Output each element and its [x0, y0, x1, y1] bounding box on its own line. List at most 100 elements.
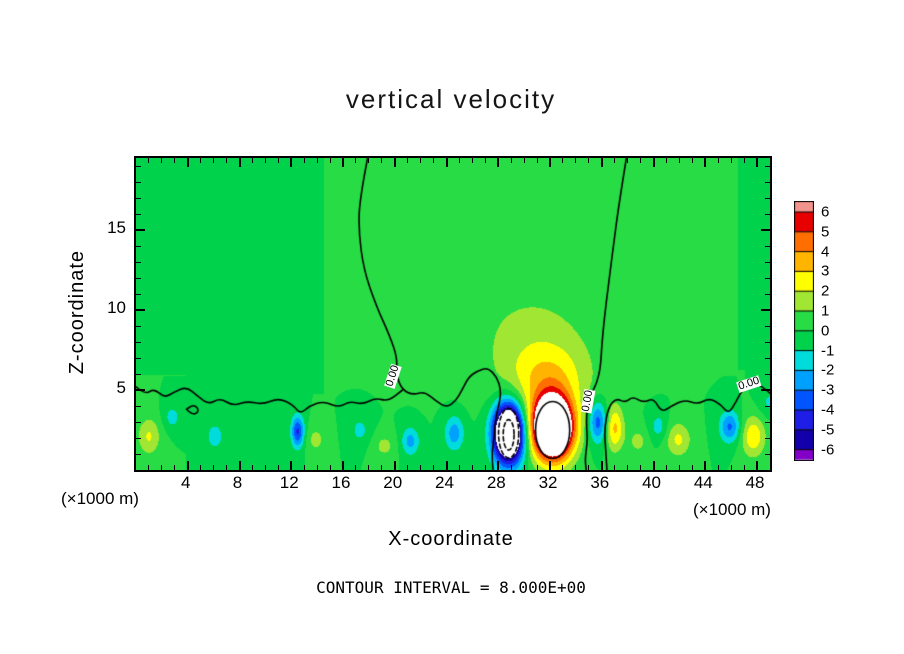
tick-mark: [484, 465, 486, 470]
tick-mark: [761, 389, 770, 391]
x-tick-label: 8: [232, 473, 243, 492]
tick-mark: [765, 405, 770, 407]
tick-mark: [136, 453, 141, 455]
tick-mark: [420, 465, 422, 470]
tick-mark: [342, 461, 345, 470]
tick-mark: [433, 465, 435, 470]
tick-mark: [136, 309, 145, 311]
tick-mark: [136, 325, 141, 327]
colorbar-tick-label: 2: [821, 282, 830, 300]
tick-mark: [226, 465, 228, 470]
colorbar: [794, 201, 814, 461]
tick-mark: [652, 158, 655, 167]
tick-mark: [562, 465, 564, 470]
y-tick-label: 5: [116, 378, 126, 397]
tick-mark: [765, 341, 770, 343]
tick-mark: [614, 158, 616, 163]
colorbar-tick-label: 4: [821, 243, 830, 261]
tick-mark: [730, 158, 732, 163]
x-tick-label: 32: [538, 473, 558, 492]
tick-mark: [510, 158, 512, 163]
tick-mark: [329, 158, 331, 163]
tick-mark: [407, 465, 409, 470]
tick-mark: [765, 181, 770, 183]
colorbar-tick-label: 5: [821, 223, 830, 241]
plot-title: vertical velocity: [345, 84, 557, 114]
tick-mark: [600, 461, 603, 470]
tick-mark: [136, 213, 141, 215]
tick-mark: [407, 158, 409, 163]
tick-mark: [765, 165, 770, 167]
tick-mark: [765, 437, 770, 439]
tick-mark: [743, 158, 745, 163]
tick-mark: [471, 465, 473, 470]
tick-mark: [136, 437, 141, 439]
tick-mark: [575, 465, 577, 470]
tick-mark: [251, 465, 253, 470]
tick-mark: [678, 465, 680, 470]
tick-mark: [136, 405, 141, 407]
tick-mark: [264, 158, 266, 163]
colorbar-tick-label: -5: [821, 421, 835, 439]
tick-mark: [200, 465, 202, 470]
colorbar-tick-label: -4: [821, 401, 835, 419]
tick-mark: [329, 465, 331, 470]
tick-mark: [136, 181, 141, 183]
tick-mark: [381, 158, 383, 163]
tick-mark: [303, 158, 305, 163]
tick-mark: [136, 165, 141, 167]
x-tick-label: 44: [693, 473, 713, 492]
tick-mark: [588, 158, 590, 163]
colorbar-tick-label: -2: [821, 361, 835, 379]
tick-mark: [765, 325, 770, 327]
tick-mark: [691, 158, 693, 163]
colorbar-tick-label: 3: [821, 262, 830, 280]
tick-mark: [588, 465, 590, 470]
x-tick-label: 16: [331, 473, 351, 492]
tick-mark: [765, 245, 770, 247]
x-tick-label: 20: [383, 473, 403, 492]
tick-mark: [393, 461, 396, 470]
tick-mark: [743, 465, 745, 470]
tick-mark: [213, 158, 215, 163]
tick-mark: [186, 158, 189, 167]
tick-mark: [381, 465, 383, 470]
x-tick-label: 12: [279, 473, 299, 492]
tick-mark: [136, 261, 141, 263]
x-tick-label: 36: [590, 473, 610, 492]
tick-mark: [761, 229, 770, 231]
tick-mark: [678, 158, 680, 163]
tick-mark: [174, 465, 176, 470]
tick-mark: [174, 158, 176, 163]
tick-mark: [200, 158, 202, 163]
tick-mark: [277, 158, 279, 163]
tick-mark: [136, 277, 141, 279]
tick-mark: [161, 158, 163, 163]
tick-mark: [652, 461, 655, 470]
tick-mark: [471, 158, 473, 163]
tick-mark: [730, 465, 732, 470]
tick-mark: [665, 465, 667, 470]
tick-mark: [497, 461, 500, 470]
x-tick-label: 24: [435, 473, 454, 492]
tick-mark: [420, 158, 422, 163]
tick-mark: [136, 229, 145, 231]
tick-mark: [765, 373, 770, 375]
x-tick-label: 48: [745, 473, 765, 492]
tick-mark: [186, 461, 189, 470]
tick-mark: [136, 341, 141, 343]
colorbar-tick-label: -6: [821, 441, 835, 459]
tick-mark: [717, 465, 719, 470]
tick-mark: [549, 461, 552, 470]
tick-mark: [765, 357, 770, 359]
tick-mark: [136, 357, 141, 359]
tick-mark: [433, 158, 435, 163]
tick-mark: [756, 158, 759, 167]
tick-mark: [393, 158, 396, 167]
tick-mark: [226, 158, 228, 163]
x-unit-left: (×1000 m): [61, 489, 139, 508]
tick-mark: [484, 158, 486, 163]
tick-mark: [290, 158, 293, 167]
tick-mark: [277, 465, 279, 470]
